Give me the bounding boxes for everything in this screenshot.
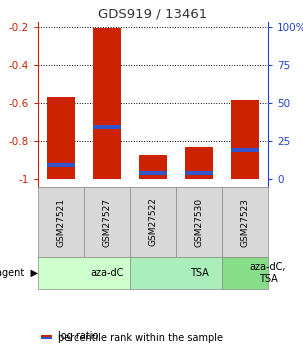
Bar — [231, 148, 259, 152]
Bar — [130, 187, 176, 257]
Bar — [130, 257, 222, 289]
Bar — [222, 257, 268, 289]
Text: percentile rank within the sample: percentile rank within the sample — [58, 333, 223, 343]
Text: aza-dC: aza-dC — [90, 268, 124, 278]
Bar — [185, 147, 213, 179]
Bar — [185, 171, 213, 175]
Bar — [139, 171, 167, 175]
Text: GSM27527: GSM27527 — [102, 197, 112, 246]
Bar — [222, 187, 268, 257]
Text: GSM27523: GSM27523 — [241, 197, 249, 246]
Text: GSM27530: GSM27530 — [195, 197, 204, 247]
Bar — [139, 155, 167, 179]
Bar — [176, 187, 222, 257]
Bar — [47, 97, 75, 179]
Title: GDS919 / 13461: GDS919 / 13461 — [98, 8, 208, 21]
Text: TSA: TSA — [190, 268, 208, 278]
Bar — [41, 337, 52, 339]
Bar — [84, 187, 130, 257]
Bar — [41, 335, 52, 337]
Bar — [231, 100, 259, 179]
Bar — [93, 28, 121, 179]
Text: log ratio: log ratio — [58, 331, 98, 341]
Text: aza-dC,
TSA: aza-dC, TSA — [250, 262, 286, 284]
Text: agent  ▶: agent ▶ — [0, 268, 38, 278]
Bar — [38, 257, 130, 289]
Text: GSM27522: GSM27522 — [148, 198, 158, 246]
Bar — [38, 187, 84, 257]
Bar — [93, 125, 121, 129]
Text: GSM27521: GSM27521 — [56, 197, 65, 246]
Bar — [47, 163, 75, 167]
